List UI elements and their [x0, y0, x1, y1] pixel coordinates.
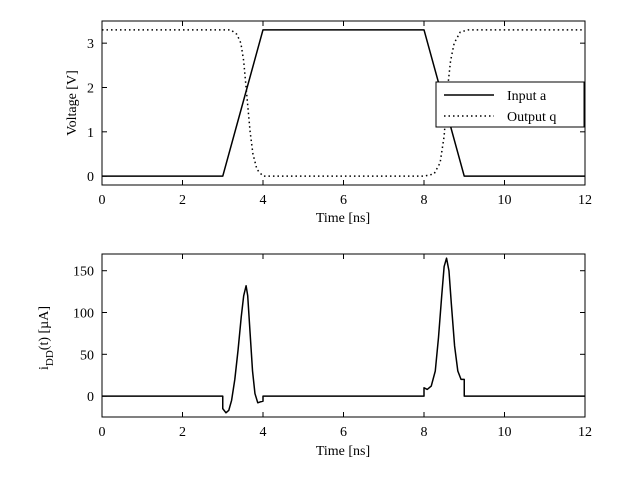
current-x-tick-label: 8 [421, 425, 428, 440]
legend-box [435, 81, 585, 128]
voltage-y-tick-label: 2 [87, 81, 94, 96]
voltage-x-ticks: 0 2 4 6 8 10 12 [99, 21, 592, 208]
voltage-x-tick-label: 12 [578, 193, 592, 208]
voltage-x-tick-label: 6 [340, 193, 347, 208]
current-series [102, 257, 585, 414]
current-y-label-rest: (t) [µA] [37, 306, 52, 350]
current-y-tick-label: 100 [73, 307, 94, 322]
voltage-y-tick-label: 0 [87, 170, 94, 185]
current-y-ticks: 0 50 100 150 [73, 265, 585, 405]
current-plot-frame [101, 253, 586, 418]
voltage-x-tick-label: 8 [421, 193, 428, 208]
current-y-label-subscript: DD [44, 350, 56, 366]
voltage-x-tick-label: 2 [179, 193, 186, 208]
current-y-tick-label: 50 [80, 348, 94, 363]
voltage-series-line-1 [102, 29, 585, 177]
current-y-label-main: i [37, 366, 52, 370]
current-x-tick-label: 12 [578, 425, 592, 440]
legend: Input a Output q [435, 81, 585, 128]
current-y-tick-label: 0 [87, 390, 94, 405]
current-x-tick-label: 0 [99, 425, 106, 440]
current-x-tick-label: 2 [179, 425, 186, 440]
legend-label-output-q: Output q [507, 110, 556, 125]
voltage-y-axis-label: Voltage [V] [65, 70, 80, 135]
current-y-axis-label: iDD(t) [µA] [37, 306, 56, 370]
legend-label-input-a: Input a [507, 89, 547, 104]
current-series-line-1 [102, 257, 585, 414]
current-plot: 0 2 4 6 8 10 12 0 50 100 150 Time [ns] iDD(t) [µA… [37, 253, 592, 459]
current-x-axis-label: Time [ns] [316, 444, 370, 459]
voltage-y-tick-label: 3 [87, 37, 94, 52]
current-x-tick-label: 6 [340, 425, 347, 440]
voltage-series [102, 29, 585, 177]
voltage-x-axis-label: Time [ns] [316, 211, 370, 226]
current-x-tick-label: 4 [260, 425, 267, 440]
current-x-tick-label: 10 [498, 425, 512, 440]
voltage-y-tick-label: 1 [87, 126, 94, 141]
current-y-tick-label: 150 [73, 265, 94, 280]
voltage-x-tick-label: 0 [99, 193, 106, 208]
voltage-x-tick-label: 4 [260, 193, 267, 208]
current-x-ticks: 0 2 4 6 8 10 12 [99, 254, 592, 440]
voltage-x-tick-label: 10 [498, 193, 512, 208]
